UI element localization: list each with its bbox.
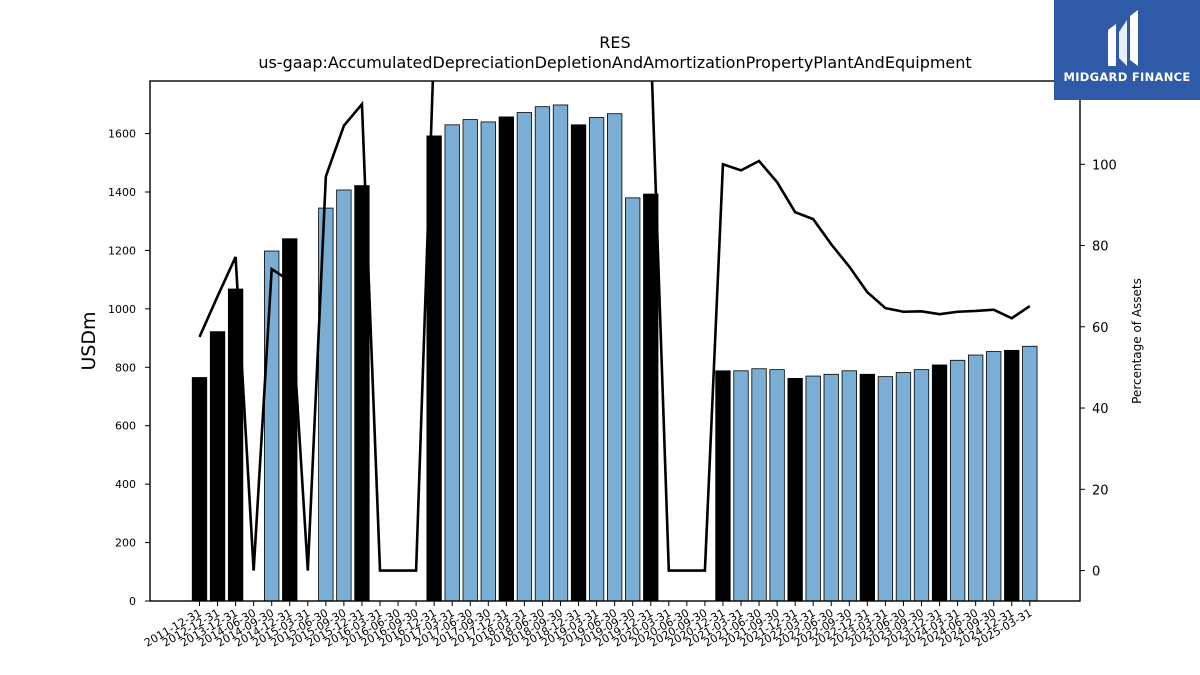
bar-2019-06-30 [607,113,623,602]
y-tick-label: 1200 [108,244,136,257]
brand-mark-icon [1108,10,1138,66]
y2-tick-label: 20 [1092,483,1109,498]
bar-2019-12-31 [643,193,659,602]
y-tick-label: 400 [115,478,136,491]
y-tick-label: 1600 [108,128,136,141]
bar-2012-12-31 [209,331,226,602]
y2-tick-label: 0 [1092,565,1100,580]
bar-2019-03-31 [588,117,605,602]
y2-tick-label: 60 [1092,321,1109,336]
y-axis-label: USDm [78,311,100,370]
bar-2024-03-31 [949,359,966,602]
bar-2018-12-31 [570,124,587,602]
brand-name: MIDGARD FINANCE [1063,70,1191,84]
y-tick-label: 800 [115,361,136,374]
y2-axis-label: Percentage of Assets [1130,278,1144,404]
chart-title: RES [599,33,630,52]
brand-logo: MIDGARD FINANCE [1054,0,1200,100]
bar-2023-09-30 [913,369,930,602]
bar-2017-12-31 [498,116,515,602]
bar-2017-06-30 [462,119,478,602]
bar-2024-06-30 [968,354,984,602]
y-tick-label: 0 [129,595,136,608]
bar-2018-06-30 [534,106,551,602]
bar-2018-03-31 [516,112,533,602]
y2-tick-label: 40 [1092,402,1109,417]
bar-2018-09-30 [552,104,569,602]
bar-2021-09-30 [769,369,785,602]
bar-2023-12-31 [931,364,948,602]
bar-2022-06-30 [823,373,839,602]
chart-subtitle: us-gaap:AccumulatedDepreciationDepletion… [258,53,971,72]
y-tick-label: 1400 [108,186,136,199]
bar-2015-09-30 [336,189,352,602]
percentage-line [198,81,1031,572]
bar-2022-12-31 [859,373,875,602]
bar-2014-09-30 [264,250,280,602]
bar-2023-03-31 [877,376,894,602]
bar-2023-06-30 [895,372,912,602]
bar-2021-06-30 [751,368,767,602]
bar-2024-09-30 [986,351,1002,602]
bar-2022-09-30 [841,370,857,602]
bar-2017-03-31 [444,124,460,602]
y2-tick-label: 80 [1092,240,1109,255]
bar-2011-12-31 [191,377,208,602]
bar-2017-09-30 [480,121,496,602]
bar-2024-12-31 [1004,349,1020,602]
bar-2021-03-31 [733,370,749,602]
bar-2022-03-31 [805,375,821,602]
y2-tick-label: 100 [1092,158,1117,173]
y-tick-label: 600 [115,420,136,433]
y-tick-label: 1000 [108,303,136,316]
y-tick-label: 200 [115,537,136,550]
bar-2019-09-30 [625,197,641,602]
bar-2025-03-31 [1022,345,1038,602]
bar-2020-12-31 [715,370,731,602]
bar-2021-12-31 [787,377,803,602]
